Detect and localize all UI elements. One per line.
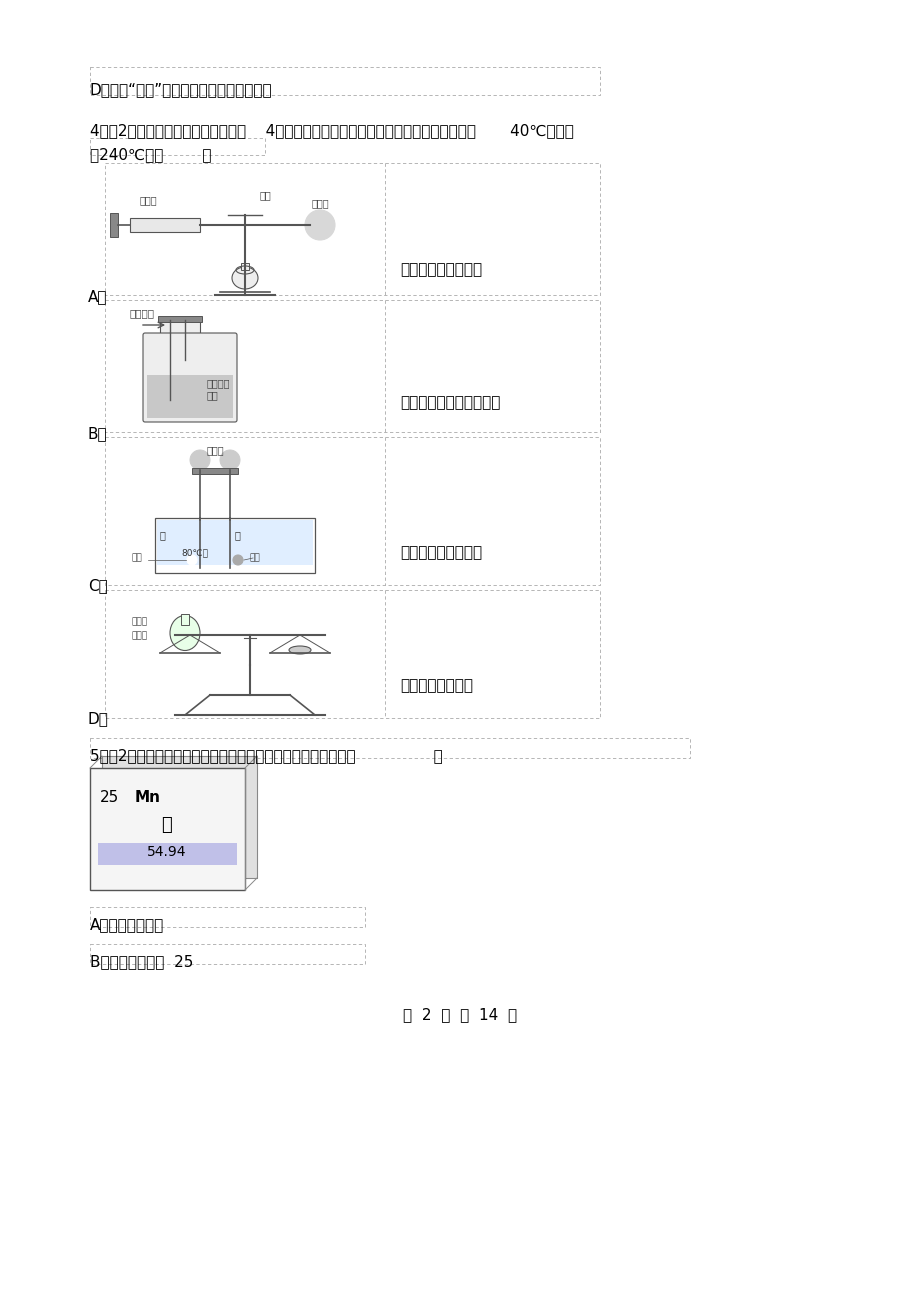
Text: C．: C． xyxy=(88,579,108,593)
Text: 稀盐酸: 稀盐酸 xyxy=(131,618,148,627)
Text: 4．（2分）下列是某兴趣小组设计的    4个实验方案，其中合理的是（已知白磷的着火点为       40℃，红磷: 4．（2分）下列是某兴趣小组设计的 4个实验方案，其中合理的是（已知白磷的着火点… xyxy=(90,122,573,138)
FancyBboxPatch shape xyxy=(142,334,237,422)
Text: 小气球: 小气球 xyxy=(311,198,328,208)
Bar xyxy=(105,437,599,585)
Text: 25: 25 xyxy=(100,790,119,805)
Bar xyxy=(147,375,233,418)
Text: 白磷: 白磷 xyxy=(131,554,142,563)
Bar xyxy=(105,590,599,718)
Circle shape xyxy=(305,210,335,240)
Text: 红磷: 红磷 xyxy=(250,554,260,563)
Ellipse shape xyxy=(289,646,311,654)
Bar xyxy=(157,520,312,566)
Text: 石灰石: 石灰石 xyxy=(131,632,148,641)
Text: A．: A． xyxy=(88,289,108,304)
Text: 5．（2分）锰元素的相关信息如图所示，下列说法中正确的是（                ）: 5．（2分）锰元素的相关信息如图所示，下列说法中正确的是（ ） xyxy=(90,748,442,764)
Text: 乙: 乙 xyxy=(234,530,241,539)
Bar xyxy=(130,218,199,232)
Bar xyxy=(241,263,249,270)
Text: B．: B． xyxy=(88,426,108,440)
Text: D．: D． xyxy=(88,711,108,726)
Bar xyxy=(90,138,265,155)
Text: 磷粉: 磷粉 xyxy=(260,190,271,199)
Bar xyxy=(102,756,256,878)
Bar xyxy=(105,163,599,294)
Text: 甲: 甲 xyxy=(160,530,165,539)
Bar xyxy=(90,767,244,890)
Bar xyxy=(158,317,202,322)
Text: 橡气球: 橡气球 xyxy=(206,446,223,455)
Bar xyxy=(105,300,599,433)
Bar xyxy=(90,737,689,758)
Bar xyxy=(90,907,365,926)
Text: 80℃水: 80℃水 xyxy=(181,549,209,556)
Text: 注射器: 注射器 xyxy=(139,195,156,205)
Text: 第  2  页  共  14  页: 第 2 页 共 14 页 xyxy=(403,1007,516,1022)
Ellipse shape xyxy=(232,267,257,289)
Circle shape xyxy=(190,450,210,470)
Text: A．属于金属元素: A．属于金属元素 xyxy=(90,917,165,932)
Bar xyxy=(192,468,238,474)
Bar xyxy=(110,212,118,237)
Text: 氢氧化钠: 氢氧化钠 xyxy=(207,378,231,388)
Text: Mn: Mn xyxy=(135,790,161,805)
Text: B．核内中子数为  25: B．核内中子数为 25 xyxy=(90,954,193,969)
Text: 溶液: 溶液 xyxy=(207,390,219,400)
Text: 锰: 锰 xyxy=(162,816,172,834)
Text: 为240℃）（        ）: 为240℃）（ ） xyxy=(90,147,211,162)
Circle shape xyxy=(220,450,240,470)
Ellipse shape xyxy=(170,615,199,650)
Text: 除去二氧化碳中的氯化氢: 除去二氧化碳中的氯化氢 xyxy=(400,396,500,410)
Text: 混合气体: 混合气体 xyxy=(130,308,154,318)
Text: 验证质量守恒定律: 验证质量守恒定律 xyxy=(400,679,472,693)
Text: D．利用“油霸”装置能直接将水转化成汽油: D．利用“油霸”装置能直接将水转化成汽油 xyxy=(90,82,272,96)
Text: 测定空气中氧气含量: 测定空气中氧气含量 xyxy=(400,262,482,278)
Circle shape xyxy=(187,555,197,566)
Bar xyxy=(90,943,365,964)
Bar xyxy=(90,66,599,95)
Bar xyxy=(160,321,199,335)
Text: 54.94: 54.94 xyxy=(147,846,187,859)
Bar xyxy=(98,843,237,865)
Bar xyxy=(154,519,314,573)
Bar xyxy=(181,614,188,625)
Text: 探究燃烧的三个条件: 探究燃烧的三个条件 xyxy=(400,546,482,560)
Circle shape xyxy=(233,555,243,566)
